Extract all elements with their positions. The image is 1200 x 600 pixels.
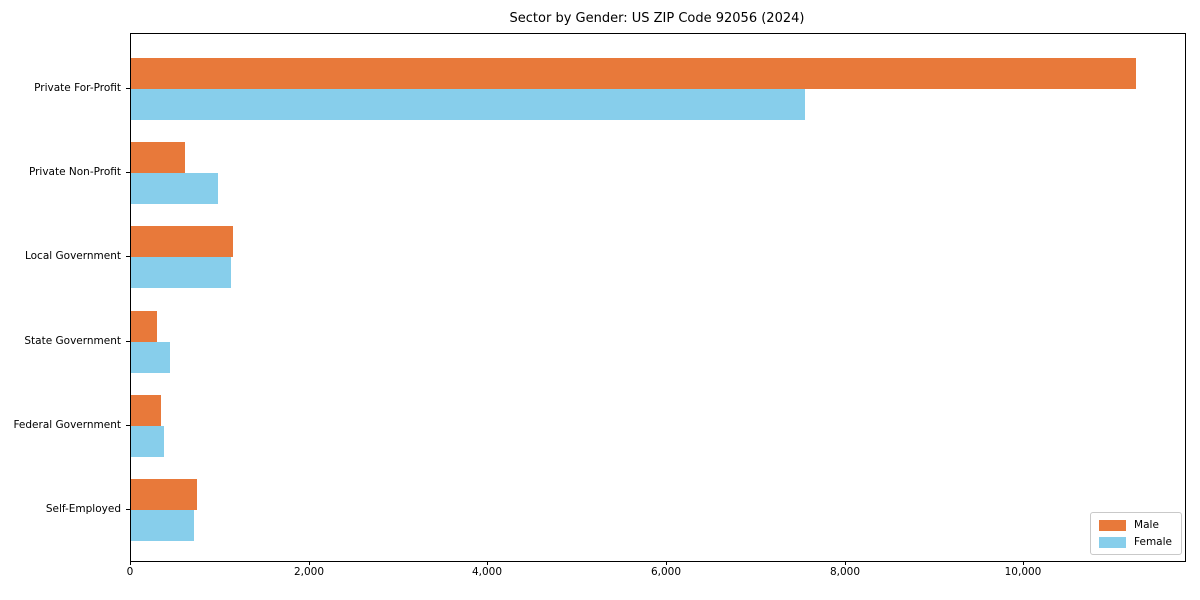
xtick-label-8000: 8,000 [829,566,861,578]
bar-male-local-government [131,226,233,258]
bar-female-self-employed [131,510,194,541]
chart-title: Sector by Gender: US ZIP Code 92056 (202… [509,11,805,26]
xtick-mark-8000 [845,561,846,565]
ytick-label-local-government: Local Government [24,250,121,263]
legend-label-female: Female [1134,536,1172,548]
xtick-label-10000: 10,000 [1004,566,1042,578]
legend-swatch-female [1099,536,1127,548]
legend-swatch-male [1099,519,1127,531]
ytick-label-state-government: State Government [24,334,121,347]
bar-female-state-government [131,341,170,373]
xtick-mark-0 [130,561,131,565]
bar-male-state-government [131,310,157,342]
ytick-mark-private-non-profit [126,172,130,174]
ytick-mark-federal-government [126,424,130,426]
ytick-mark-private-for-profit [126,88,130,89]
ytick-label-federal-government: Federal Government [13,418,121,431]
legend-label-male: Male [1134,519,1159,531]
xtick-label-2000: 2,000 [293,566,325,578]
legend-row-female: Female [1099,536,1172,548]
bar-male-self-employed [131,479,197,510]
xtick-mark-6000 [666,561,667,565]
xtick-mark-10000 [1023,561,1024,565]
bar-female-local-government [131,257,231,289]
xtick-label-4000: 4,000 [471,566,503,578]
xtick-label-6000: 6,000 [650,566,682,578]
ytick-mark-state-government [126,340,130,342]
bar-male-private-for-profit [131,58,1136,89]
bar-female-federal-government [131,425,164,457]
bar-female-private-non-profit [131,173,218,205]
ytick-mark-self-employed [126,509,130,510]
xtick-label-0: 0 [126,566,134,578]
xtick-mark-2000 [309,561,310,565]
xtick-mark-4000 [487,561,488,565]
legend: Male Female [1090,512,1182,555]
ytick-label-private-non-profit: Private Non-Profit [28,166,121,179]
ytick-mark-local-government [126,256,130,258]
ytick-label-self-employed: Self-Employed [45,503,121,515]
legend-row-male: Male [1099,519,1172,531]
bar-male-private-non-profit [131,142,185,174]
bar-male-federal-government [131,394,161,426]
plot-area: Male Female [130,33,1186,562]
bar-female-private-for-profit [131,89,805,120]
ytick-label-private-for-profit: Private For-Profit [34,82,121,94]
